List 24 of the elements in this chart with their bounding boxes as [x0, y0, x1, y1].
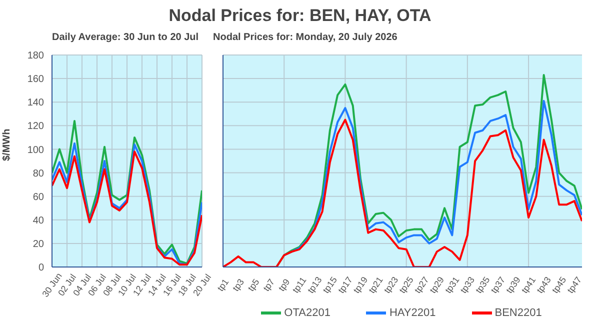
y-tick-label: 40	[32, 215, 44, 226]
x-tick-label: tp9	[276, 277, 292, 293]
text: Nodal Prices for: BEN, HAY, OTA	[168, 6, 432, 26]
y-axis-title: $/MWh	[2, 128, 13, 161]
line-series	[52, 120, 202, 264]
x-tick-label: tp11	[290, 275, 308, 295]
x-tick-label: tp3	[230, 277, 246, 293]
y-tick-label: 80	[32, 168, 44, 180]
y-tick-label: 60	[32, 192, 44, 203]
x-tick-label: tp7	[261, 277, 277, 293]
chart-subtitle: Daily Average: 30 Jun to 20 Jul	[52, 32, 199, 43]
y-tick-label: 180	[27, 50, 44, 62]
y-tick-label: 0	[38, 262, 44, 274]
y-tick-label: 140	[27, 98, 44, 109]
y-tick-label: 160	[27, 74, 44, 86]
legend-label: BEN2201	[494, 307, 542, 319]
legend-label: HAY2201	[388, 307, 436, 319]
x-tick-label: tp1	[215, 277, 231, 293]
x-tick-label: tp5	[246, 277, 262, 293]
y-tick-label: 100	[27, 144, 44, 156]
y-tick-label: 120	[27, 121, 44, 132]
y-tick-label: 20	[32, 238, 44, 250]
chart-subtitle: Nodal Prices for: Monday, 20 July 2026	[213, 32, 398, 43]
legend-label: OTA2201	[283, 307, 330, 319]
